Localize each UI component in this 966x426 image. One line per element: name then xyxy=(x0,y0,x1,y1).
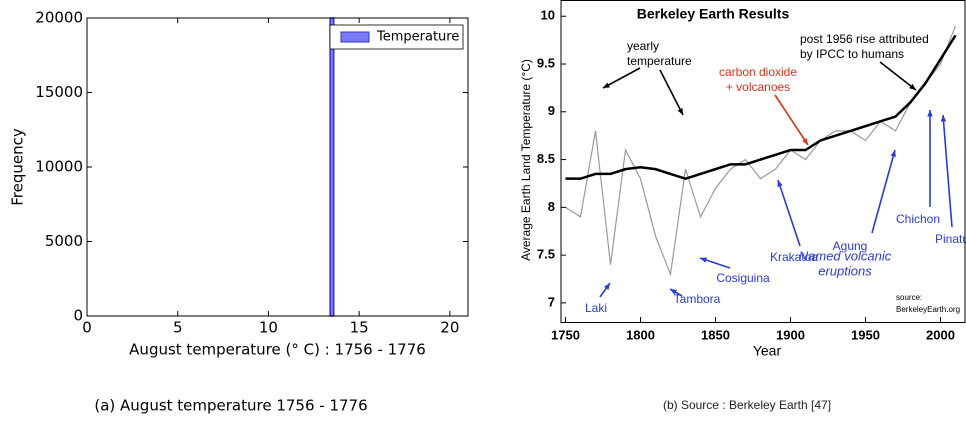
annotation: Named volcanic xyxy=(799,248,892,263)
arrow-head xyxy=(909,83,916,90)
annotation-arrow xyxy=(942,114,953,228)
y-tick-label: 7 xyxy=(548,294,555,309)
arrow-head xyxy=(677,108,683,115)
arrow-head xyxy=(700,257,707,263)
annotation-arrow xyxy=(774,94,809,146)
arrow-head xyxy=(777,180,783,187)
arrow-head xyxy=(670,289,677,295)
x-axis-label: August temperature (° C) : 1756 - 1776 xyxy=(129,341,426,359)
x-tick-label: 1950 xyxy=(851,327,880,342)
arrow-head xyxy=(890,150,896,157)
annotation: Pinatubo xyxy=(935,232,966,246)
annotation: BerkeleyEarth.org xyxy=(896,305,960,314)
y-tick-label: 7.5 xyxy=(537,247,555,262)
legend-swatch xyxy=(340,31,370,43)
x-tick-label: 5 xyxy=(173,319,183,337)
x-tick-label: 1750 xyxy=(551,327,580,342)
x-tick-label: 1800 xyxy=(626,327,655,342)
series-line xyxy=(565,34,957,180)
annotation-arrow xyxy=(602,67,641,89)
series-line xyxy=(565,25,957,277)
legend: Temperature xyxy=(329,24,464,50)
y-tick-label: 10000 xyxy=(35,158,83,176)
x-tick-label: 10 xyxy=(259,319,278,337)
y-tick-label: 9 xyxy=(548,103,555,118)
y-tick-label: 8.5 xyxy=(537,151,555,166)
arrow-head xyxy=(802,138,808,145)
annotation-arrow xyxy=(871,149,896,234)
annotation: + volcanoes xyxy=(726,80,790,94)
y-tick-label: 8 xyxy=(548,199,555,214)
annotation-arrow xyxy=(777,179,801,247)
y-axis-label: Frequency xyxy=(9,128,27,206)
y-tick-label: 20000 xyxy=(35,9,83,27)
caption: (b) Source : Berkeley Earth [47] xyxy=(663,398,831,412)
annotation: yearly xyxy=(627,39,659,53)
arrow-head xyxy=(927,110,933,117)
histogram-panel: 0 5 10 15 20 0 5000 10000 15000 20000 August tempe… xyxy=(9,9,469,415)
annotation-arrow xyxy=(879,61,917,91)
y-tick-label: 15000 xyxy=(35,83,83,101)
x-tick-label: 0 xyxy=(82,319,92,337)
annotation: Krakatoa xyxy=(770,250,818,264)
histogram-bar xyxy=(329,17,335,317)
legend-label: Temperature xyxy=(376,30,459,45)
annotation: temperature xyxy=(627,54,692,68)
axes-frame xyxy=(86,17,469,317)
annotation: by IPCC to humans xyxy=(800,47,904,61)
x-axis-label: Year xyxy=(753,343,782,359)
y-axis-label: Average Earth Land Temperature (°C) xyxy=(519,59,533,261)
annotation: Cosiguina xyxy=(716,271,770,285)
arrow-head xyxy=(940,115,947,122)
x-tick-label: 1850 xyxy=(701,327,730,342)
annotation-arrow xyxy=(659,69,684,116)
annotation: Laki xyxy=(585,301,607,315)
annotation: Chichon xyxy=(896,212,940,226)
axes-frame xyxy=(560,0,966,323)
y-tick-label: 5000 xyxy=(45,232,83,250)
chart-title: Berkeley Earth Results xyxy=(637,6,790,22)
arrow-head xyxy=(604,283,610,290)
x-tick-label: 2000 xyxy=(926,327,955,342)
caption: (a) August temperature 1756 - 1776 xyxy=(94,397,367,415)
annotation: Tambora xyxy=(674,292,721,306)
annotation: carbon dioxide xyxy=(719,65,797,79)
x-tick-label: 1900 xyxy=(776,327,805,342)
y-tick-label: 10 xyxy=(541,8,555,23)
annotation: eruptions xyxy=(818,263,872,278)
y-tick-label: 0 xyxy=(73,307,83,325)
x-tick-label: 20 xyxy=(440,319,459,337)
arrow-head xyxy=(603,82,610,88)
x-tick-label: 15 xyxy=(350,319,369,337)
annotation: Agung xyxy=(833,239,868,253)
annotation: source: xyxy=(896,293,922,302)
y-tick-label: 9.5 xyxy=(537,55,555,70)
annotation: post 1956 rise attributed xyxy=(800,32,929,46)
